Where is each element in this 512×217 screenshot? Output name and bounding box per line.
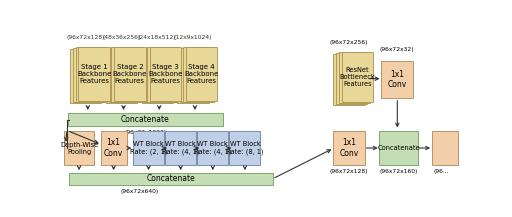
FancyBboxPatch shape xyxy=(333,54,365,105)
FancyBboxPatch shape xyxy=(183,48,214,102)
Text: ResNet
Bottleneck
Features: ResNet Bottleneck Features xyxy=(339,67,375,87)
Text: (24x18x512): (24x18x512) xyxy=(138,35,177,40)
FancyBboxPatch shape xyxy=(100,131,126,165)
FancyBboxPatch shape xyxy=(432,131,458,165)
Text: 1x1
Conv: 1x1 Conv xyxy=(104,138,123,158)
Text: (96x72x640): (96x72x640) xyxy=(120,189,159,194)
Text: (96x72x160): (96x72x160) xyxy=(379,169,418,174)
FancyBboxPatch shape xyxy=(180,48,211,102)
Text: (96x72x128): (96x72x128) xyxy=(330,169,368,174)
FancyBboxPatch shape xyxy=(144,48,176,102)
Text: Concatenate: Concatenate xyxy=(377,145,420,151)
Text: (96x72x1920): (96x72x1920) xyxy=(124,130,166,135)
Text: WT Block
Rate: (8, 1): WT Block Rate: (8, 1) xyxy=(226,141,264,155)
Text: Concatenate: Concatenate xyxy=(121,115,169,124)
Text: (48x36x256): (48x36x256) xyxy=(102,35,141,40)
Text: WT Block
Rate: (2, 1): WT Block Rate: (2, 1) xyxy=(130,141,167,155)
Text: (96...: (96... xyxy=(433,169,449,174)
Text: Stage 2
Backbone
Features: Stage 2 Backbone Features xyxy=(113,64,147,84)
FancyBboxPatch shape xyxy=(112,48,143,102)
FancyBboxPatch shape xyxy=(70,49,101,103)
FancyBboxPatch shape xyxy=(65,131,94,165)
Text: (96x72x128): (96x72x128) xyxy=(67,35,105,40)
Text: WT Block
Rate: (4, 1): WT Block Rate: (4, 1) xyxy=(194,141,231,155)
FancyBboxPatch shape xyxy=(73,48,104,102)
Text: Stage 1
Backbone
Features: Stage 1 Backbone Features xyxy=(77,64,111,84)
Text: 1x1
Conv: 1x1 Conv xyxy=(339,138,358,158)
FancyBboxPatch shape xyxy=(150,47,181,101)
FancyBboxPatch shape xyxy=(333,131,365,165)
FancyBboxPatch shape xyxy=(109,48,140,102)
FancyBboxPatch shape xyxy=(76,48,107,102)
Text: Depth-Wise
Pooling: Depth-Wise Pooling xyxy=(60,141,98,155)
FancyBboxPatch shape xyxy=(68,113,223,126)
FancyBboxPatch shape xyxy=(142,49,173,103)
FancyBboxPatch shape xyxy=(381,61,413,98)
FancyBboxPatch shape xyxy=(69,173,273,185)
FancyBboxPatch shape xyxy=(114,47,145,101)
Text: (96x72x256): (96x72x256) xyxy=(330,40,368,45)
FancyBboxPatch shape xyxy=(106,49,137,103)
Text: Concatenate: Concatenate xyxy=(147,174,196,183)
FancyBboxPatch shape xyxy=(197,131,228,165)
FancyBboxPatch shape xyxy=(177,49,208,103)
FancyBboxPatch shape xyxy=(336,53,367,104)
FancyBboxPatch shape xyxy=(165,131,196,165)
Text: Stage 4
Backbone
Features: Stage 4 Backbone Features xyxy=(184,64,219,84)
Text: 1x1
Conv: 1x1 Conv xyxy=(388,70,407,89)
Text: (12x9x1024): (12x9x1024) xyxy=(174,35,212,40)
Text: (96x72x32): (96x72x32) xyxy=(380,47,415,52)
FancyBboxPatch shape xyxy=(342,52,373,102)
FancyBboxPatch shape xyxy=(186,47,217,101)
FancyBboxPatch shape xyxy=(229,131,261,165)
FancyBboxPatch shape xyxy=(133,131,164,165)
FancyBboxPatch shape xyxy=(379,131,418,165)
Text: Stage 3
Backbone
Features: Stage 3 Backbone Features xyxy=(148,64,183,84)
Text: WT Block
Rate: (4, 1): WT Block Rate: (4, 1) xyxy=(162,141,199,155)
FancyBboxPatch shape xyxy=(147,48,179,102)
FancyBboxPatch shape xyxy=(78,47,110,101)
FancyBboxPatch shape xyxy=(339,53,370,103)
